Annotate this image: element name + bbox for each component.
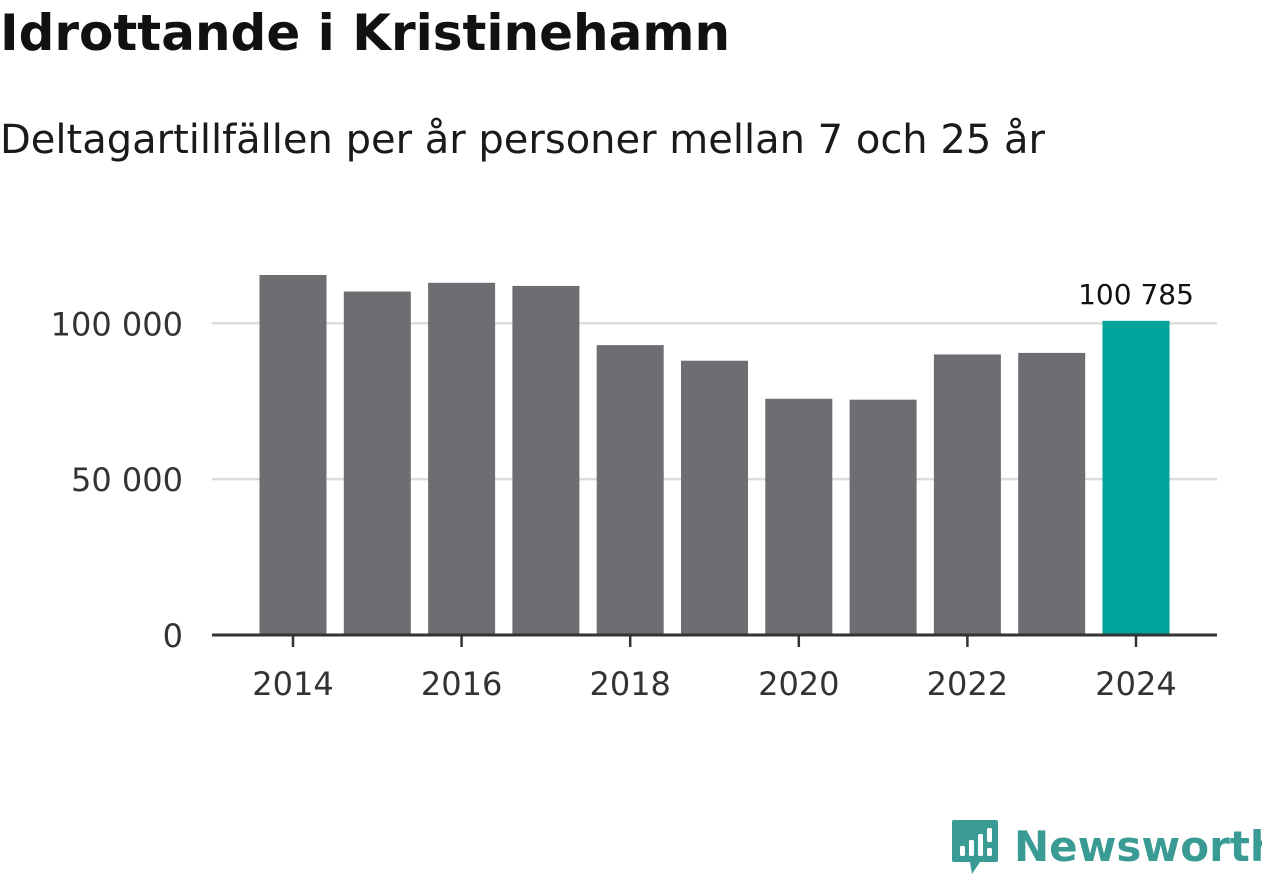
bar-2017 xyxy=(512,285,580,635)
bar-2014 xyxy=(259,275,327,635)
newsworthy-brand: Newsworthy xyxy=(950,818,1262,876)
newsworthy-wordmark: Newsworthy xyxy=(1014,822,1262,871)
x-tick-label: 2016 xyxy=(421,665,502,703)
chart-title: Idrottande i Kristinehamn xyxy=(0,4,731,62)
bar-2019 xyxy=(681,360,748,635)
bar-2023 xyxy=(1018,352,1086,635)
newsworthy-logo-icon xyxy=(952,820,998,874)
x-axis xyxy=(212,633,1217,647)
bars xyxy=(259,275,1170,635)
y-tick-label: 50 000 xyxy=(71,461,183,499)
bar-2020 xyxy=(765,398,833,635)
bar-2021 xyxy=(849,399,917,635)
x-tick-label: 2018 xyxy=(589,665,670,703)
bar-2016 xyxy=(428,282,496,635)
bar-2018 xyxy=(596,345,664,635)
bar-2015 xyxy=(343,291,411,635)
chart-subtitle: Deltagartillfällen per år personer mella… xyxy=(0,117,1045,163)
annotations: 100 785 xyxy=(1078,278,1194,311)
y-tick-label: 0 xyxy=(163,617,183,655)
x-tick-label: 2020 xyxy=(758,665,839,703)
bar-2022 xyxy=(933,354,1001,635)
x-tick-label: 2022 xyxy=(927,665,1008,703)
x-axis-labels: 2014 2016 2018 2020 2022 2024 xyxy=(252,665,1176,703)
bar-2024 xyxy=(1102,320,1170,635)
x-tick-label: 2014 xyxy=(252,665,333,703)
data-label-2024: 100 785 xyxy=(1078,278,1194,311)
x-tick-label: 2024 xyxy=(1095,665,1176,703)
y-axis-labels: 0 50 000 100 000 xyxy=(51,305,183,655)
y-tick-label: 100 000 xyxy=(51,305,183,343)
